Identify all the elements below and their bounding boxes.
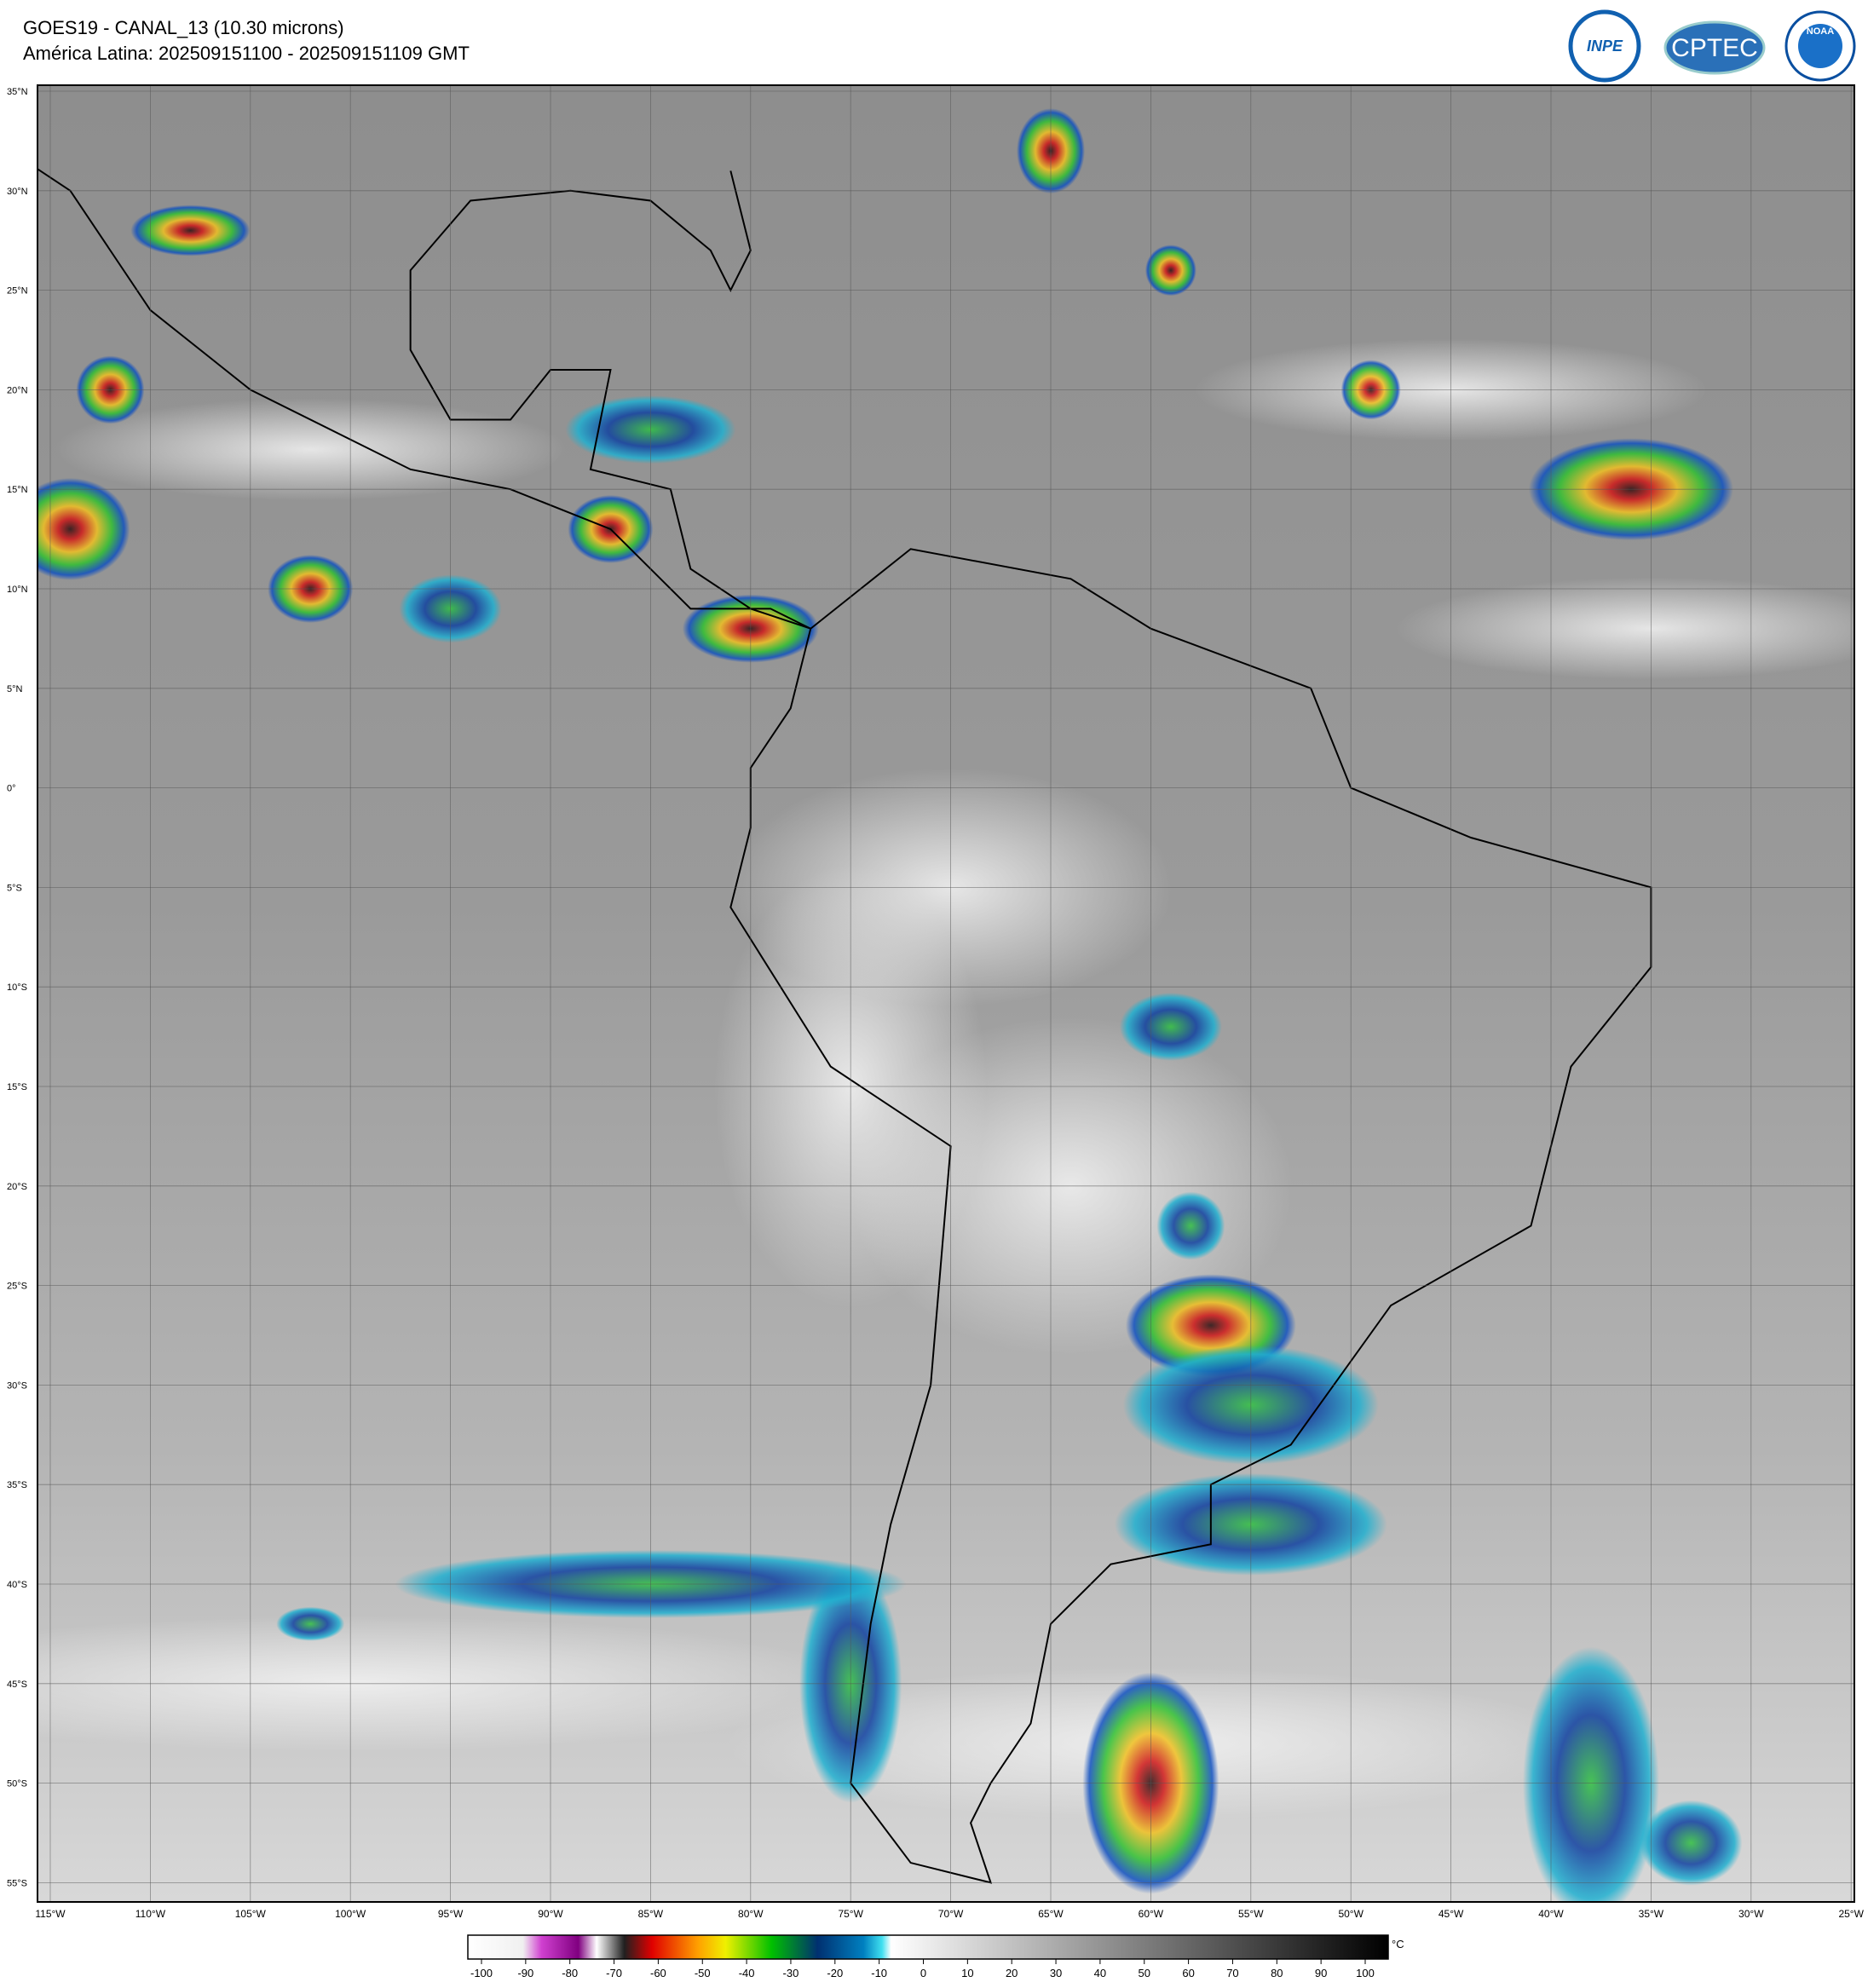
cloud xyxy=(1144,245,1196,297)
cloud xyxy=(130,205,251,256)
colorbar-tick-label: -90 xyxy=(517,1967,533,1979)
inpe-text: INPE xyxy=(1587,37,1623,55)
colorbar-tick-label: -80 xyxy=(562,1967,578,1979)
inpe-logo xyxy=(1568,9,1641,83)
lon-label: 40°W xyxy=(1538,1908,1564,1920)
colorbar-tick-label: -40 xyxy=(739,1967,755,1979)
lon-label: 55°W xyxy=(1238,1908,1264,1920)
cloud xyxy=(1156,1191,1225,1260)
lat-label: 40°S xyxy=(7,1580,27,1590)
lon-label: 75°W xyxy=(838,1908,863,1920)
lat-label: 10°N xyxy=(7,585,28,595)
lat-label: 30°S xyxy=(7,1380,27,1391)
map-frame xyxy=(37,84,1855,1903)
colorbar-tick-label: 90 xyxy=(1315,1967,1327,1979)
lat-label: 20°N xyxy=(7,385,28,395)
lon-label: 115°W xyxy=(35,1908,66,1920)
cloud xyxy=(1119,992,1222,1061)
colorbar-tick-label: -70 xyxy=(606,1967,622,1979)
colorbar-tick-label: -50 xyxy=(695,1967,711,1979)
lat-label: 35°N xyxy=(7,87,28,97)
colorbar-unit: °C xyxy=(1392,1938,1404,1951)
lat-label: 15°S xyxy=(7,1082,27,1092)
lat-label: 5°S xyxy=(7,883,22,893)
colorbar-tick-label: 0 xyxy=(920,1967,926,1979)
logos: INPE CPTEC NOAA xyxy=(1568,9,1856,83)
colorbar-tick-label: 40 xyxy=(1094,1967,1106,1979)
colorbar-tick-label: 100 xyxy=(1356,1967,1375,1979)
lon-label: 95°W xyxy=(438,1908,464,1920)
cptec-text: CPTEC xyxy=(1671,34,1758,62)
cloud xyxy=(37,477,130,580)
lat-label: 5°N xyxy=(7,684,23,694)
subtitle: América Latina: 202509151100 - 202509151… xyxy=(23,43,470,64)
lon-label: 60°W xyxy=(1139,1908,1164,1920)
lat-label: 15°N xyxy=(7,485,28,495)
colorbar-tick-label: 10 xyxy=(961,1967,973,1979)
lat-label: 0° xyxy=(7,784,16,794)
colorbar-tick-label: 70 xyxy=(1226,1967,1238,1979)
lon-label: 65°W xyxy=(1038,1908,1064,1920)
lon-label: 45°W xyxy=(1438,1908,1464,1920)
noaa-inner xyxy=(1798,24,1842,68)
lon-label: 80°W xyxy=(738,1908,764,1920)
coastline xyxy=(37,168,811,630)
lon-label: 110°W xyxy=(135,1908,166,1920)
lon-label: 35°W xyxy=(1639,1908,1664,1920)
lat-label: 25°S xyxy=(7,1282,27,1292)
colorbar-tick-label: -60 xyxy=(650,1967,666,1979)
cloud xyxy=(1522,1646,1659,1902)
cloud xyxy=(1640,1800,1743,1886)
colorbar-tick-label: -100 xyxy=(470,1967,493,1979)
colorbar-tick-label: 80 xyxy=(1271,1967,1283,1979)
lat-label: 10°S xyxy=(7,982,27,993)
lon-label: 30°W xyxy=(1738,1908,1764,1920)
title: GOES19 - CANAL_13 (10.30 microns) xyxy=(23,17,344,38)
map-area xyxy=(37,85,1854,1902)
cloud xyxy=(1395,577,1854,680)
lon-label: 85°W xyxy=(638,1908,664,1920)
lat-label: 35°S xyxy=(7,1480,27,1490)
cloud xyxy=(276,1606,345,1641)
lat-label: 25°N xyxy=(7,286,28,297)
lat-label: 30°N xyxy=(7,187,28,197)
noaa-text: NOAA xyxy=(1807,26,1834,37)
colorbar-tick-label: 60 xyxy=(1182,1967,1194,1979)
colorbar-tick-label: 50 xyxy=(1139,1967,1150,1979)
colorbar-tick-label: 20 xyxy=(1006,1967,1018,1979)
lon-label: 50°W xyxy=(1338,1908,1364,1920)
cptec-logo xyxy=(1663,20,1766,75)
lat-label: 55°S xyxy=(7,1878,27,1888)
lon-label: 25°W xyxy=(1838,1908,1864,1920)
lat-label: 20°S xyxy=(7,1182,27,1192)
colorbar-tick-label: -30 xyxy=(783,1967,799,1979)
lat-label: 50°S xyxy=(7,1779,27,1789)
lon-label: 100°W xyxy=(335,1908,366,1920)
colorbar-tick-label: -20 xyxy=(827,1967,843,1979)
coastline xyxy=(409,170,811,630)
lon-label: 70°W xyxy=(938,1908,964,1920)
lon-label: 105°W xyxy=(235,1908,267,1920)
lat-label: 45°S xyxy=(7,1680,27,1690)
colorbar-tick-label: 30 xyxy=(1050,1967,1062,1979)
colorbar xyxy=(467,1934,1389,1960)
colorbar-tick-label: -10 xyxy=(871,1967,887,1979)
lon-label: 90°W xyxy=(538,1908,563,1920)
